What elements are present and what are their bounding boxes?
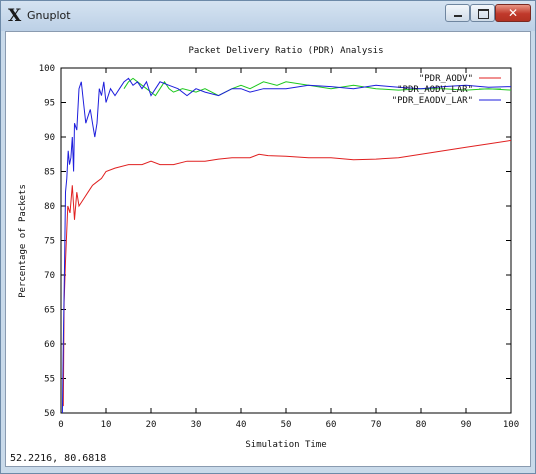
y-tick-label: 80 xyxy=(44,202,55,212)
title-bar[interactable]: X Gnuplot ✕ xyxy=(1,1,535,31)
x-tick-label: 60 xyxy=(326,420,337,430)
x-tick-label: 40 xyxy=(236,420,247,430)
series-line-pdr-aodv xyxy=(62,139,512,407)
legend-label-pdr-eaodv-lar: "PDR_EAODV_LAR" xyxy=(392,96,473,106)
y-tick-label: 50 xyxy=(44,409,55,419)
chart-title: Packet Delivery Ratio (PDR) Analysis xyxy=(188,46,383,56)
legend-label-pdr-aodv-lar: "PDR_AODV_LAR" xyxy=(397,85,473,95)
y-tick-label: 100 xyxy=(39,64,55,74)
y-tick-label: 65 xyxy=(44,306,55,316)
x-tick-label: 30 xyxy=(191,420,202,430)
minimize-button[interactable] xyxy=(445,4,470,22)
y-axis-label: Percentage of Packets xyxy=(18,184,28,298)
y-tick-label: 60 xyxy=(44,340,55,350)
maximize-button[interactable] xyxy=(470,4,495,22)
series-line-pdr-eaodv-lar xyxy=(61,77,512,414)
x-tick-label: 70 xyxy=(371,420,382,430)
y-tick-label: 75 xyxy=(44,237,55,247)
x-tick-label: 80 xyxy=(416,420,427,430)
plot-frame xyxy=(60,67,512,414)
y-tick-label: 85 xyxy=(44,168,55,178)
x-axis-label: Simulation Time xyxy=(245,440,326,450)
x-tick-label: 0 xyxy=(58,420,63,430)
y-tick-label: 95 xyxy=(44,99,55,109)
window-title: Gnuplot xyxy=(27,9,71,22)
y-tick-label: 70 xyxy=(44,271,55,281)
x-tick-label: 90 xyxy=(461,420,472,430)
coordinate-readout: 52.2216, 80.6818 xyxy=(10,453,107,464)
x-tick-label: 100 xyxy=(503,420,519,430)
close-icon: ✕ xyxy=(507,6,519,20)
close-button[interactable]: ✕ xyxy=(495,4,531,22)
y-tick-label: 55 xyxy=(44,375,55,385)
legend-label-pdr-aodv: "PDR_AODV" xyxy=(419,74,473,84)
x-tick-label: 20 xyxy=(146,420,157,430)
plot-area[interactable] xyxy=(5,31,531,467)
x-tick-label: 10 xyxy=(101,420,112,430)
x-tick-label: 50 xyxy=(281,420,292,430)
y-tick-label: 90 xyxy=(44,133,55,143)
x11-icon: X xyxy=(8,6,22,26)
